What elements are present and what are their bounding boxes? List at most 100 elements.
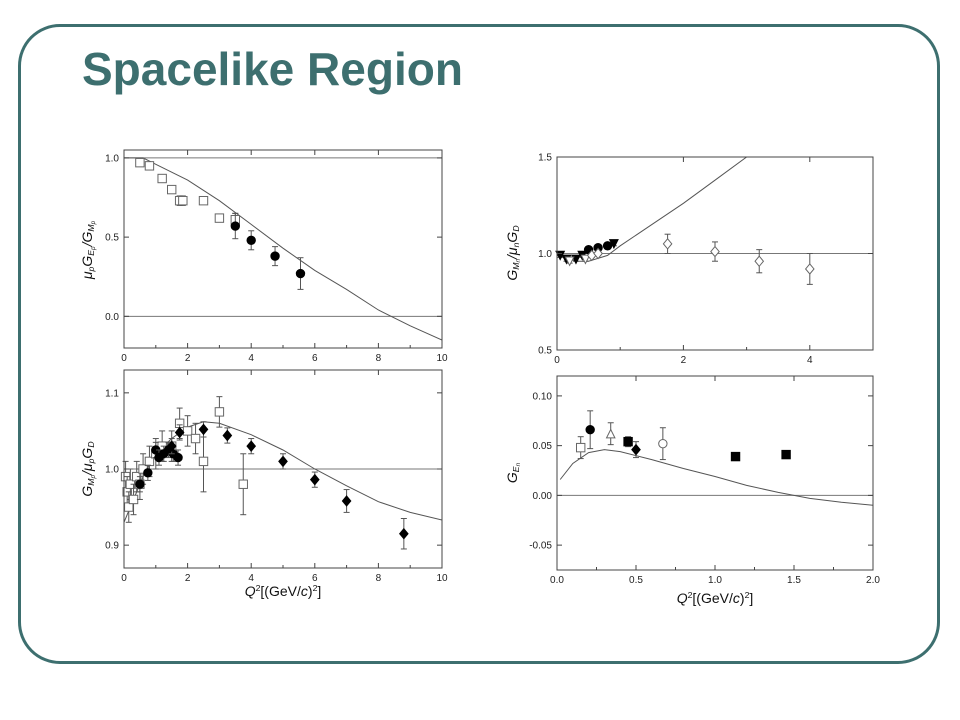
y-axis-label-part: p: [86, 266, 96, 272]
x-axis-label-part: [(GeV/: [692, 590, 733, 606]
y-axis-label-part: μ: [79, 271, 95, 280]
data-point: [710, 245, 720, 258]
y-tick-label: 0.9: [105, 541, 119, 552]
data-point: [238, 479, 248, 489]
data-point: [230, 221, 241, 231]
data-point: [143, 468, 153, 478]
data-point: [190, 433, 201, 444]
y-axis-label-part: M: [86, 224, 96, 232]
x-tick-label: 4: [248, 573, 254, 584]
data-point: [178, 195, 188, 206]
data-point: [167, 184, 177, 195]
data-series-open-square: [120, 396, 248, 523]
data-point: [278, 455, 288, 468]
y-axis-label-part: E: [86, 250, 96, 256]
data-point: [602, 241, 613, 251]
data-series-open-diamond: [586, 233, 815, 285]
y-tick-label: 1.0: [105, 153, 119, 164]
x-tick-label: 8: [376, 573, 382, 584]
x-axis-label-part: 2: [256, 583, 261, 593]
x-tick-label: 8: [376, 353, 382, 364]
data-series-open-triangle: [605, 422, 616, 446]
data-point: [398, 527, 409, 540]
y-axis-label-part: M: [86, 478, 96, 486]
data-point: [182, 426, 193, 436]
x-axis-label-part: Q: [245, 583, 256, 599]
x-axis-label-part: Q: [677, 590, 688, 606]
x-tick-label: 0: [121, 353, 127, 364]
x-axis-label: Q2[(GeV/c)2]: [245, 583, 322, 599]
data-point: [128, 494, 139, 505]
chart-ge-neutron: 0.0 0.5 1.0 1.5 2.0-0.050.000.050.10GEnQ2[(G…: [504, 375, 880, 606]
y-tick-label: 1.5: [538, 153, 552, 164]
y-tick-label: 1.0: [105, 465, 119, 476]
slide-title: Spacelike Region: [82, 43, 463, 95]
y-tick-label: 0.00: [533, 491, 553, 502]
x-tick-label: 6: [312, 573, 318, 584]
data-point: [174, 426, 185, 439]
y-tick-label: 0.05: [533, 441, 553, 452]
x-axis-label-part: 2: [688, 590, 693, 600]
y-tick-label: 1.0: [538, 249, 552, 260]
data-point: [564, 256, 575, 267]
data-point: [198, 195, 209, 206]
x-tick-label: 10: [436, 353, 448, 364]
data-point: [198, 423, 209, 436]
data-point: [623, 436, 633, 447]
y-axis-label-part: G: [504, 270, 520, 281]
data-point: [295, 268, 306, 279]
y-tick-label: 0.5: [105, 233, 119, 244]
y-tick-label: -0.05: [529, 541, 552, 552]
data-point: [166, 440, 177, 452]
x-axis-label: Q2[(GeV/c)2]: [677, 590, 754, 606]
x-tick-label: 0: [554, 355, 560, 366]
y-axis-label-part: G: [79, 448, 95, 459]
plot-frame: [556, 375, 874, 571]
x-tick-label: 0: [121, 573, 127, 584]
y-axis-label: GMp/μpGD: [79, 441, 97, 496]
x-axis-label-part: c: [733, 590, 740, 606]
data-point: [246, 235, 256, 245]
x-tick-label: 1.5: [787, 575, 801, 586]
data-point: [246, 440, 257, 452]
data-series-filled-circle: [585, 410, 595, 450]
data-point: [341, 495, 352, 507]
data-point: [605, 428, 616, 439]
data-point: [631, 443, 641, 456]
data-series-open-circle: [658, 427, 668, 461]
x-axis-label-part: c: [301, 583, 308, 599]
theory-curve: [559, 449, 873, 506]
y-axis-label-part: E: [511, 466, 521, 472]
y-axis-label-part: /G: [79, 232, 95, 248]
x-tick-label: 0.5: [629, 575, 643, 586]
x-tick-label: 0.0: [550, 575, 564, 586]
data-series-filled-diamond: [631, 441, 641, 459]
data-point: [222, 429, 233, 442]
data-series-filled-diamond: [166, 421, 409, 550]
x-axis-label-part: [(GeV/: [260, 583, 301, 599]
data-series-filled-square: [623, 436, 791, 462]
x-axis-label-part: 2: [313, 583, 318, 593]
x-axis-label-part: ]: [749, 590, 753, 606]
x-tick-label: 2.0: [866, 575, 880, 586]
y-axis-label-part: p: [90, 246, 97, 251]
y-axis-label-part: G: [79, 256, 95, 267]
data-series-filled-circle: [230, 212, 306, 290]
y-axis-label-part: M: [511, 262, 521, 270]
x-tick-label: 4: [807, 355, 813, 366]
data-point: [157, 173, 167, 184]
x-tick-label: 2: [185, 353, 191, 364]
data-point: [804, 263, 815, 275]
x-tick-label: 10: [436, 573, 448, 584]
y-axis-label: GEn: [504, 462, 522, 483]
slide-frame: [18, 24, 940, 664]
y-tick-label: 0.0: [105, 312, 119, 323]
data-point: [585, 425, 595, 435]
data-point: [214, 407, 225, 417]
y-axis-label-part: /μ: [79, 463, 95, 476]
data-point: [144, 161, 155, 171]
